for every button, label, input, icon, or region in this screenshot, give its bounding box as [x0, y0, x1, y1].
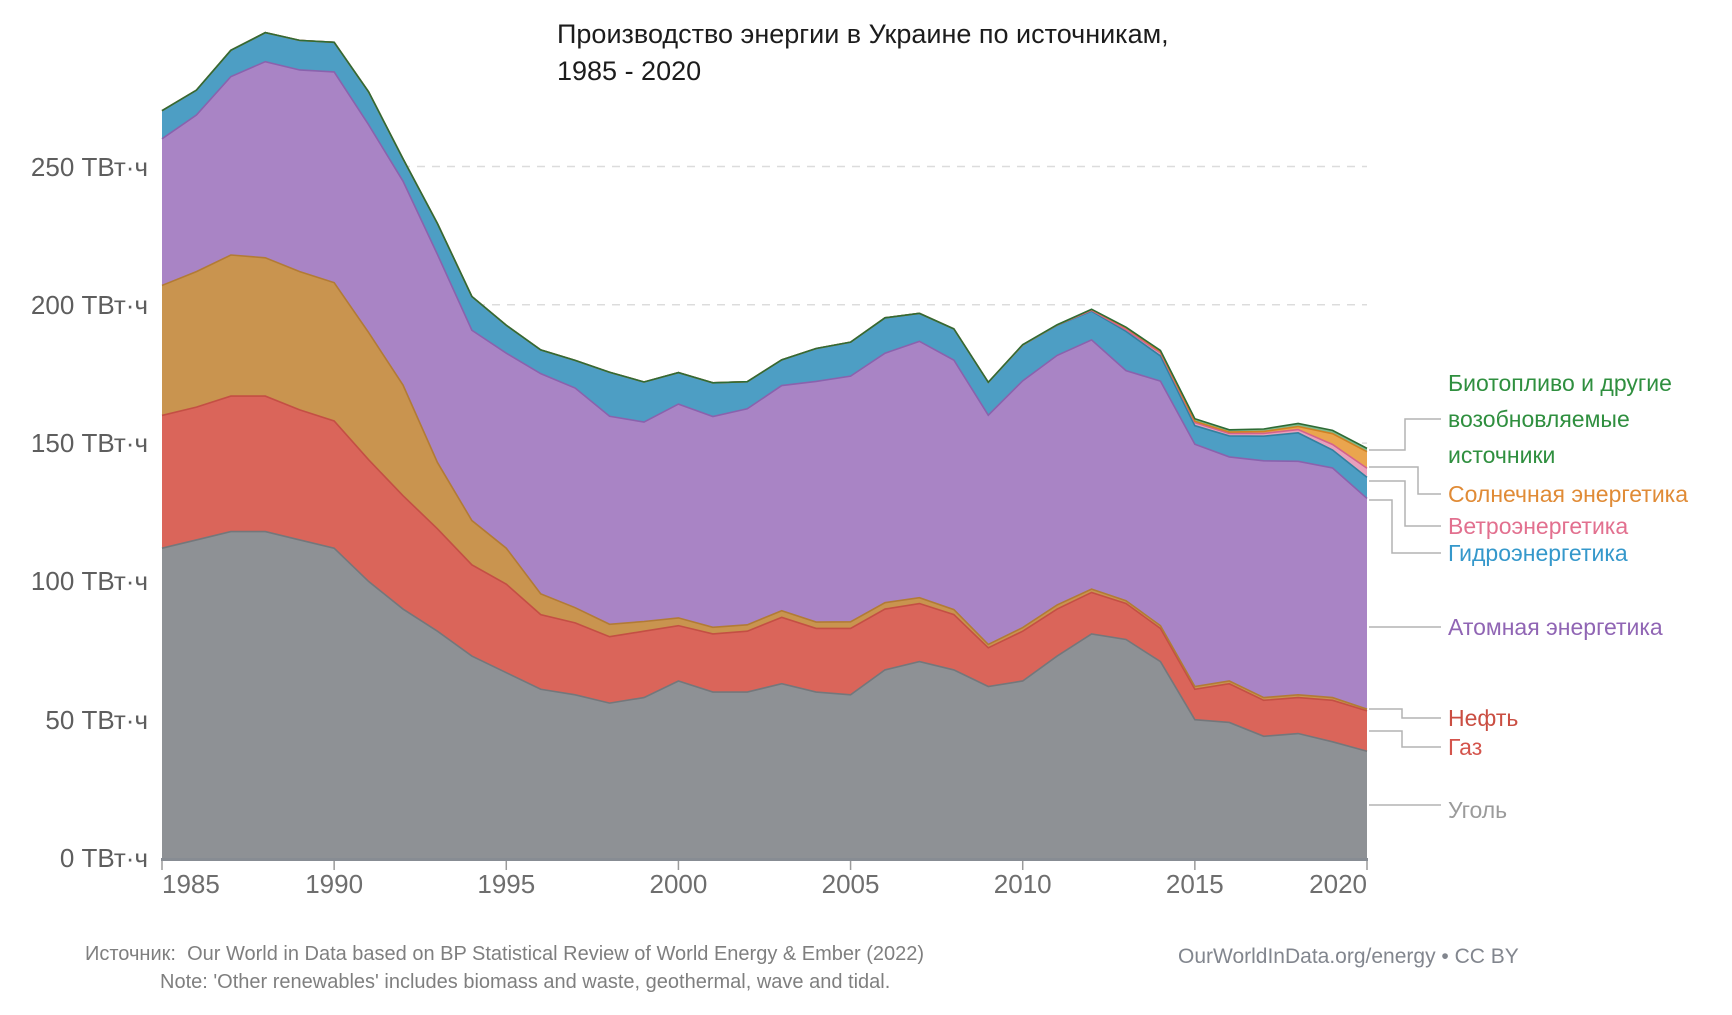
legend-label-oil: Нефть	[1448, 705, 1519, 731]
x-tick-label-2020: 2020	[1309, 869, 1367, 899]
area-oil	[162, 255, 1367, 711]
x-tick-label-1990: 1990	[305, 869, 364, 899]
legend-connector-solar	[1369, 466, 1441, 495]
area-hydro	[162, 32, 1367, 499]
legend-connector-gas	[1369, 730, 1441, 748]
series-line-nuclear	[161, 60, 1368, 500]
y-tick-label-100: 100 ТВт·ч	[30, 566, 148, 597]
legend-label-bio-line1: Биотопливо и другие	[1448, 370, 1672, 396]
series-line-oil	[161, 254, 1368, 710]
legend-label-hydro: Гидроэнергетика	[1448, 540, 1628, 566]
y-tick-label-0: 0 ТВт·ч	[59, 843, 148, 873]
legend-label-coal: Уголь	[1448, 797, 1508, 823]
chart-title-line1: Производство энергии в Украине по источн…	[557, 19, 1169, 49]
legend-label-wind: Ветроэнергетика	[1448, 513, 1629, 539]
area-coal	[162, 531, 1367, 858]
series-line-gas	[161, 395, 1368, 712]
series-line-bio	[161, 31, 1368, 450]
x-tick-label-2005: 2005	[821, 869, 880, 899]
legend-label-bio-line2: возобновляемые	[1448, 406, 1630, 432]
x-tick-label-1985: 1985	[162, 869, 220, 899]
x-tick-label-2010: 2010	[993, 869, 1052, 899]
owid-credit-link[interactable]: OurWorldInData.org/energy • CC BY	[1178, 945, 1519, 968]
x-tick-label-2015: 2015	[1165, 869, 1224, 899]
legend-label-nuclear: Атомная энергетика	[1448, 614, 1663, 640]
y-tick-label-200: 200 ТВт·ч	[30, 289, 148, 320]
chart-title-line2: 1985 - 2020	[557, 56, 702, 86]
y-tick-label-250: 250 ТВт·ч	[30, 151, 148, 182]
series-line-coal	[161, 530, 1368, 753]
legend-connector-oil	[1369, 708, 1441, 719]
note-line: Note: 'Other renewables' includes biomas…	[160, 971, 891, 993]
y-tick-label-150: 150 ТВт·ч	[30, 428, 148, 459]
area-gas	[162, 396, 1367, 752]
source-prefix: Источник:	[85, 943, 176, 965]
source-line: Источник: Our World in Data based on BP …	[85, 943, 924, 966]
chart-title: Производство энергии в Украине по источн…	[557, 16, 1169, 90]
y-tick-label-50: 50 ТВт·ч	[45, 704, 148, 735]
legend-label-bio-line3: источники	[1448, 442, 1556, 468]
x-tick-label-1995: 1995	[477, 869, 536, 899]
legend-connector-bio	[1369, 418, 1441, 451]
legend-label-solar: Солнечная энергетика	[1448, 481, 1689, 507]
area-nuclear	[162, 61, 1367, 710]
legend-connector-hydro	[1369, 499, 1441, 554]
legend-connector-wind	[1369, 480, 1441, 527]
legend-label-gas: Газ	[1448, 734, 1483, 760]
source-text: Our World in Data based on BP Statistica…	[187, 943, 925, 965]
x-tick-label-2000: 2000	[649, 869, 708, 899]
